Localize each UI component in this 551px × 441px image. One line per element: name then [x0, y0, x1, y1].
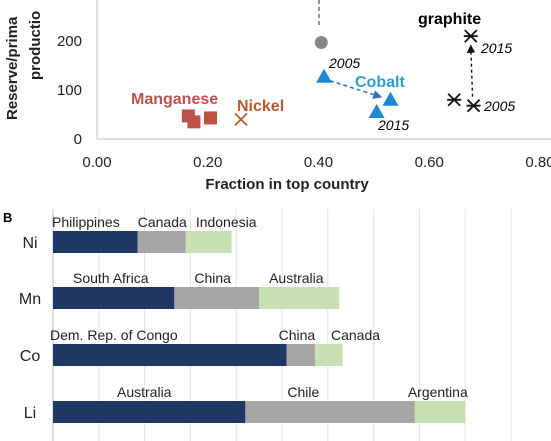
- y-tick-label: 100: [57, 82, 82, 99]
- bar-category-label: Li: [24, 405, 36, 422]
- y-tick-label: 0: [74, 131, 82, 148]
- bar-segment-li-1: [53, 401, 246, 423]
- annotation-label: graphite: [418, 11, 481, 28]
- panel-a-scatter: 0.00 0.20 0.40 0.60 0.80 0 100 200 300 Fraction i…: [4, 0, 551, 193]
- annotation-label: 2015: [377, 117, 409, 133]
- bar-segment-co-2: [286, 344, 315, 366]
- bar-segment-mn-3: [259, 287, 340, 309]
- x-tick-label: 0.60: [415, 154, 444, 171]
- graphite-trajectory-arrow: [466, 44, 476, 97]
- bar-segment-ni-2: [137, 231, 186, 253]
- y-tick-label: 200: [57, 33, 82, 50]
- annotation-label: Nickel: [237, 98, 284, 115]
- bar-segment-label: South Africa: [73, 270, 149, 286]
- cobalt-trajectory-arrow: [329, 80, 383, 99]
- cobalt-point: [316, 68, 333, 83]
- x-tick-label: 0.00: [82, 154, 111, 171]
- x-tick-label: 0.80: [525, 154, 551, 171]
- bar-segment-ni-3: [185, 231, 232, 253]
- bar-segment-label: Argentina: [408, 384, 468, 400]
- annotation-label: Manganese: [131, 91, 218, 108]
- y-axis-title: Reserve/prima: [4, 16, 21, 120]
- annotation-label: 2005: [328, 55, 360, 71]
- bar-category-label: Co: [20, 348, 41, 365]
- bar-category-label: Ni: [22, 235, 37, 252]
- bar-segment-label: Indonesia: [196, 214, 257, 230]
- bar-category-label: Mn: [19, 291, 41, 308]
- graphite-point: [466, 99, 481, 113]
- bar-segment-label: Canada: [138, 214, 187, 230]
- annotation-label: Cobalt: [355, 74, 405, 91]
- bar-segment-label: Australia: [117, 384, 172, 400]
- x-axis-title: Fraction in top country: [205, 176, 369, 193]
- bar-segment-co-1: [53, 344, 287, 366]
- panel-label: B: [3, 210, 12, 225]
- bar-segment-co-3: [314, 344, 343, 366]
- x-tick-label: 0.20: [193, 154, 222, 171]
- cobalt-point: [368, 104, 385, 119]
- bar-segment-mn-2: [174, 287, 260, 309]
- graphite-point: [463, 29, 478, 43]
- y-tick-label: 300: [57, 0, 82, 1]
- bar-segment-label: China: [194, 270, 231, 286]
- annotation-label: 2005: [483, 98, 515, 114]
- cobalt-point: [382, 91, 399, 106]
- bar-segment-label: Dem. Rep. of Congo: [50, 327, 178, 343]
- lithium-point: [314, 35, 328, 49]
- bar-segment-label: Chile: [287, 384, 319, 400]
- graphite-point: [447, 93, 462, 107]
- nickel-point: [234, 112, 248, 127]
- bar-segment-label: Philippines: [52, 214, 120, 230]
- bar-segment-li-2: [245, 401, 415, 423]
- bar-segment-label: Canada: [331, 327, 380, 343]
- nickel-point: [203, 111, 218, 125]
- x-tick-label: 0.40: [304, 154, 333, 171]
- manganese-point: [187, 115, 201, 129]
- annotation-label: 2015: [480, 40, 512, 56]
- bar-segment-label: Australia: [269, 270, 324, 286]
- y-axis-title: productio: [27, 11, 44, 80]
- annotation-label: Natural: [434, 0, 489, 4]
- bar-segment-ni-1: [53, 231, 138, 253]
- bar-segment-mn-1: [53, 287, 175, 309]
- bar-segment-label: China: [279, 327, 316, 343]
- panel-b-stacked-bars: B Ni Philippines Canada Indonesia Mn South Afr…: [3, 209, 512, 441]
- bar-segment-li-3: [414, 401, 466, 423]
